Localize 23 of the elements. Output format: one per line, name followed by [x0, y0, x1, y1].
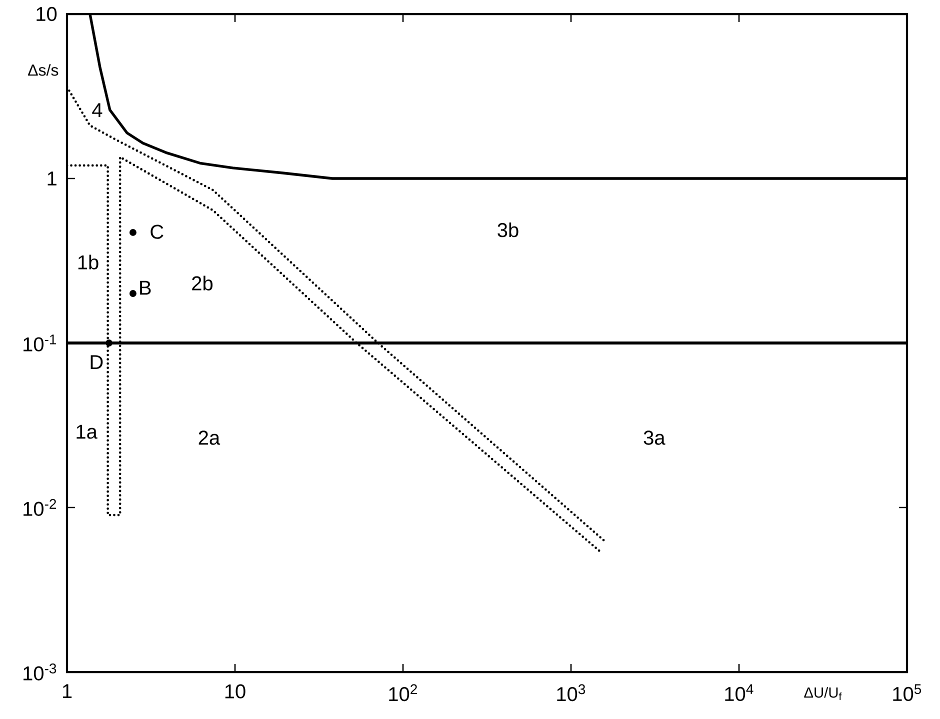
- x-tick-label: 10$^{2}$: [389, 684, 417, 702]
- y-axis-title: Δs/s: [28, 64, 58, 76]
- annotation: 1b: [78, 254, 98, 270]
- y-tick-label: 10: [36, 6, 57, 22]
- x-tick-label: 1: [62, 684, 72, 698]
- annotation: 4: [92, 103, 102, 117]
- y-tick-label: 10$^{-1}$: [24, 334, 56, 352]
- annotation: 2b: [192, 276, 213, 290]
- x-tick-label: 10$^{4}$: [725, 684, 754, 702]
- x-tick-label: 10$^{5}$: [893, 684, 922, 702]
- y-tick-label: 10$^{-3}$: [24, 664, 56, 680]
- x-axis-title: ΔU/U$_{f}$: [804, 686, 842, 700]
- annotation: 3b: [498, 222, 518, 238]
- annotation: 1a: [76, 424, 98, 439]
- annotation: D: [90, 355, 103, 369]
- y-tick-label: 10$^{-2}$: [24, 499, 56, 516]
- annotation: 2a: [198, 430, 220, 445]
- y-tick-label: 1: [48, 172, 56, 186]
- annotation: C: [150, 224, 164, 239]
- x-tick-label: 10: [225, 684, 246, 698]
- x-tick-label: 10$^{3}$: [557, 684, 586, 702]
- annotation: B: [140, 280, 151, 295]
- annotation: 3a: [644, 430, 666, 445]
